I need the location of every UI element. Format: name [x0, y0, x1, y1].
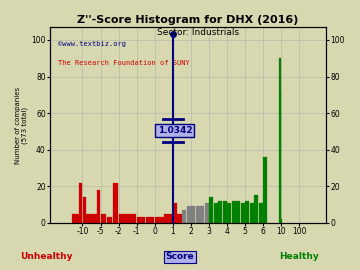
Bar	[168, 214, 172, 223]
Text: Score: Score	[166, 252, 194, 261]
Bar	[82, 197, 86, 223]
Bar	[186, 207, 191, 223]
Bar	[94, 214, 97, 223]
Bar	[119, 214, 136, 223]
Bar	[241, 203, 245, 223]
Bar	[191, 207, 195, 223]
Bar	[137, 217, 145, 223]
Text: Sector: Industrials: Sector: Industrials	[157, 28, 239, 37]
Text: ©www.textbiz.org: ©www.textbiz.org	[58, 41, 126, 47]
Text: Healthy: Healthy	[279, 252, 319, 261]
Bar	[113, 183, 118, 223]
Bar	[222, 201, 227, 223]
Bar	[177, 214, 182, 223]
Bar	[209, 197, 213, 223]
Bar	[232, 201, 236, 223]
Bar	[159, 217, 163, 223]
Text: The Research Foundation of SUNY: The Research Foundation of SUNY	[58, 60, 190, 66]
Bar	[79, 183, 82, 223]
Bar	[173, 203, 177, 223]
Bar	[97, 190, 100, 223]
Bar	[218, 201, 222, 223]
Bar	[279, 58, 281, 223]
Bar	[263, 157, 267, 223]
Bar	[86, 214, 90, 223]
Bar	[195, 207, 200, 223]
Y-axis label: Number of companies
(573 total): Number of companies (573 total)	[15, 86, 28, 164]
Bar	[75, 214, 79, 223]
Bar	[213, 203, 218, 223]
Text: 1.0342: 1.0342	[158, 126, 192, 135]
Bar	[155, 217, 159, 223]
Bar	[164, 214, 168, 223]
Bar	[245, 201, 249, 223]
Bar	[254, 195, 258, 223]
Bar	[72, 214, 75, 223]
Bar	[182, 210, 186, 223]
Bar	[259, 203, 263, 223]
Bar	[101, 214, 106, 223]
Bar	[90, 214, 93, 223]
Bar	[236, 201, 240, 223]
Bar	[250, 203, 254, 223]
Bar	[227, 203, 231, 223]
Bar	[107, 217, 112, 223]
Bar	[200, 207, 204, 223]
Bar	[204, 203, 209, 223]
Bar	[146, 217, 154, 223]
Title: Z''-Score Histogram for DHX (2016): Z''-Score Histogram for DHX (2016)	[77, 15, 299, 25]
Text: Unhealthy: Unhealthy	[21, 252, 73, 261]
